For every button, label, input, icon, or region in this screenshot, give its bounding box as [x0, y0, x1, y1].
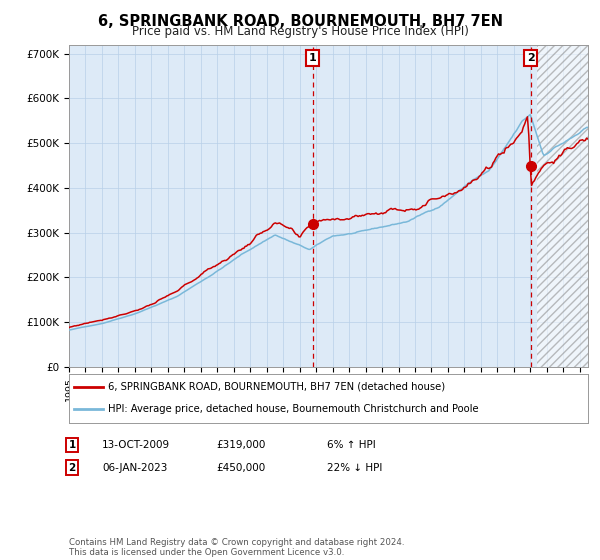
Text: 06-JAN-2023: 06-JAN-2023 [102, 463, 167, 473]
Text: 13-OCT-2009: 13-OCT-2009 [102, 440, 170, 450]
Text: 6, SPRINGBANK ROAD, BOURNEMOUTH, BH7 7EN: 6, SPRINGBANK ROAD, BOURNEMOUTH, BH7 7EN [97, 14, 503, 29]
Bar [537, 45, 588, 367]
Text: HPI: Average price, detached house, Bournemouth Christchurch and Poole: HPI: Average price, detached house, Bour… [108, 404, 479, 414]
Text: 6% ↑ HPI: 6% ↑ HPI [327, 440, 376, 450]
Text: Price paid vs. HM Land Registry's House Price Index (HPI): Price paid vs. HM Land Registry's House … [131, 25, 469, 38]
Text: 2: 2 [68, 463, 76, 473]
Text: 2: 2 [527, 53, 535, 63]
Text: Contains HM Land Registry data © Crown copyright and database right 2024.
This d: Contains HM Land Registry data © Crown c… [69, 538, 404, 557]
Text: 1: 1 [68, 440, 76, 450]
Text: 22% ↓ HPI: 22% ↓ HPI [327, 463, 382, 473]
Text: 1: 1 [309, 53, 317, 63]
Text: £319,000: £319,000 [216, 440, 265, 450]
Text: £450,000: £450,000 [216, 463, 265, 473]
Text: 6, SPRINGBANK ROAD, BOURNEMOUTH, BH7 7EN (detached house): 6, SPRINGBANK ROAD, BOURNEMOUTH, BH7 7EN… [108, 382, 445, 392]
